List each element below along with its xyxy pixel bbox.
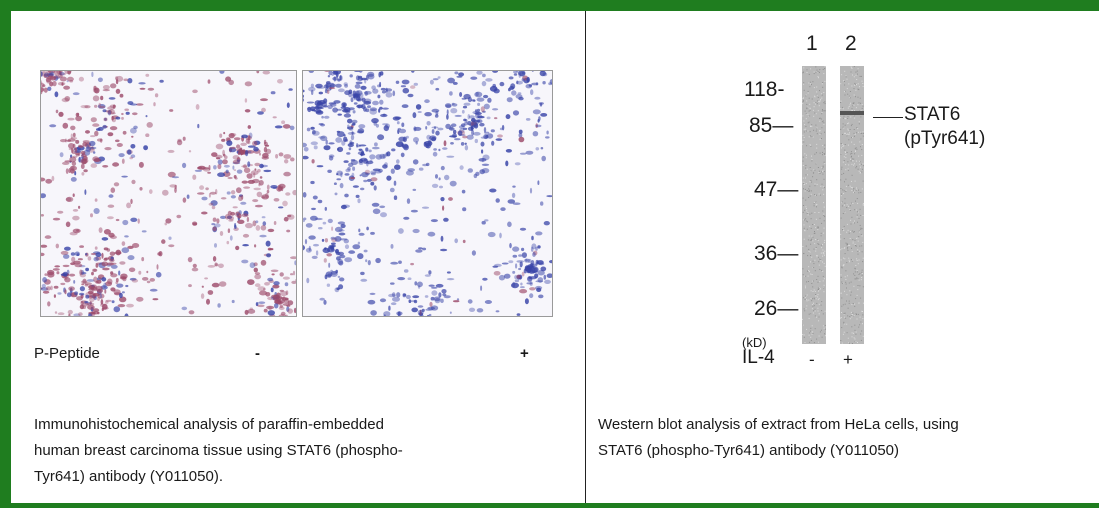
lane-label-2: 2 (845, 32, 857, 55)
band-label-ptyr641: (pTyr641) (904, 128, 986, 149)
ihc-caption-line-2: human breast carcinoma tissue using STAT… (34, 442, 403, 459)
unit-label: (kD) (742, 335, 767, 350)
peptide-label: P-Peptide (34, 345, 100, 362)
band-pointer-line (873, 117, 903, 118)
panel-divider (585, 11, 586, 503)
ihc-caption: Immunohistochemical analysis of paraffin… (34, 412, 574, 490)
marker-36: 36— (754, 242, 799, 265)
stat6-band (840, 111, 864, 115)
treatment-minus: - (809, 350, 815, 369)
lane-label-1: 1 (806, 32, 818, 55)
marker-47: 47— (754, 178, 799, 201)
western-caption: Western blot analysis of extract from He… (598, 412, 1093, 464)
peptide-minus: - (255, 345, 260, 362)
marker-118: 118- (744, 78, 785, 101)
frame-border-left (0, 0, 11, 508)
marker-26: 26— (754, 297, 799, 320)
ihc-caption-line-3: Tyr641) antibody (Y011050). (34, 468, 224, 485)
western-caption-line-2: STAT6 (phospho-Tyr641) antibody (Y011050… (598, 442, 899, 459)
ihc-image-with-peptide (302, 70, 553, 317)
frame-border-top (0, 0, 1099, 11)
western-blot-lanes (800, 66, 870, 346)
frame-border-bottom (0, 503, 1099, 508)
treatment-plus: + (843, 350, 853, 369)
peptide-plus: + (520, 345, 529, 362)
ihc-image-without-peptide (40, 70, 297, 317)
marker-85: 85— (749, 114, 794, 137)
treatment-label: IL-4 (742, 347, 775, 368)
western-caption-line-1: Western blot analysis of extract from He… (598, 416, 959, 433)
band-label-stat6: STAT6 (904, 104, 961, 125)
ihc-caption-line-1: Immunohistochemical analysis of paraffin… (34, 416, 384, 433)
